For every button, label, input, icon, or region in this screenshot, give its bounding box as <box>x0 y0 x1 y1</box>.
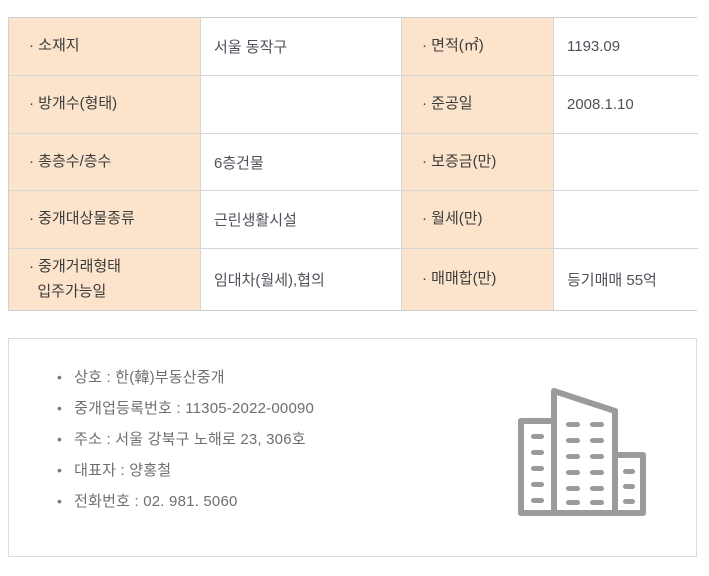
property-detail-table: · 소재지 서울 동작구 · 면적(㎡) 1193.09 · 방개수(형태) ·… <box>8 17 698 311</box>
broker-info-box: 상호 : 한(韓)부동산중개 중개업등록번호 : 11305-2022-0009… <box>8 338 697 557</box>
field-label-sojaeji: · 소재지 <box>9 18 201 76</box>
field-label-completion-date: · 준공일 <box>402 76 554 134</box>
field-value-monthly-rent <box>554 191 698 249</box>
field-label-deposit: · 보증금(만) <box>402 134 554 191</box>
broker-info-list: 상호 : 한(韓)부동산중개 중개업등록번호 : 11305-2022-0009… <box>57 367 314 522</box>
field-value-property-type: 근린생활시설 <box>201 191 402 249</box>
building-icon <box>508 381 652 523</box>
field-label-property-type: · 중개대상물종류 <box>9 191 201 249</box>
field-value-area: 1193.09 <box>554 18 698 76</box>
field-value-floors: 6층건물 <box>201 134 402 191</box>
field-label-sale-price: · 매매합(만) <box>402 249 554 310</box>
field-value-sale-price: 등기매매 55억 <box>554 249 698 310</box>
broker-name: 상호 : 한(韓)부동산중개 <box>57 367 314 386</box>
field-value-sojaeji: 서울 동작구 <box>201 18 402 76</box>
field-value-transaction-type: 임대차(월세),협의 <box>201 249 402 310</box>
broker-phone-number: 전화번호 : 02. 981. 5060 <box>57 491 314 510</box>
field-label-area: · 면적(㎡) <box>402 18 554 76</box>
field-value-completion-date: 2008.1.10 <box>554 76 698 134</box>
broker-representative: 대표자 : 양홍철 <box>57 460 314 479</box>
field-label-transaction-type: · 중개거래형태 입주가능일 <box>9 249 201 310</box>
field-value-deposit <box>554 134 698 191</box>
field-value-rooms <box>201 76 402 134</box>
broker-address: 주소 : 서울 강북구 노해로 23, 306호 <box>57 429 314 448</box>
broker-registration-number: 중개업등록번호 : 11305-2022-00090 <box>57 398 314 417</box>
field-label-floors: · 총층수/층수 <box>9 134 201 191</box>
field-label-rooms: · 방개수(형태) <box>9 76 201 134</box>
field-label-monthly-rent: · 월세(만) <box>402 191 554 249</box>
